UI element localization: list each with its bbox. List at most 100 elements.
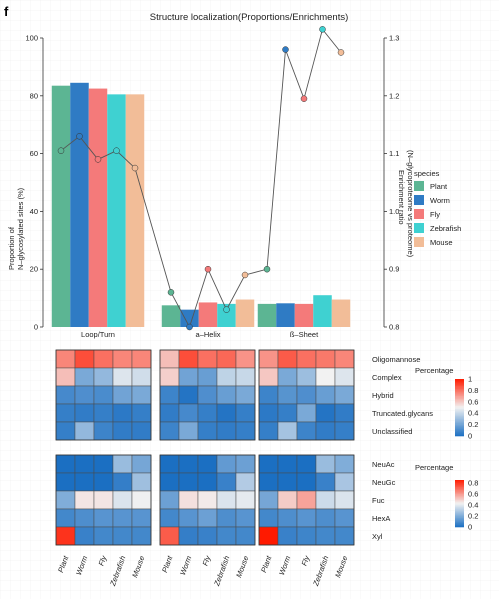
heat-cell-neugc-fly bbox=[197, 472, 218, 492]
right-axis-tick-label: 0.8 bbox=[389, 323, 399, 332]
legend-gradient-step bbox=[455, 396, 464, 398]
legend-gradient-step bbox=[455, 502, 464, 504]
legend-gradient-step bbox=[455, 524, 464, 527]
legend-gradient-step bbox=[455, 516, 464, 518]
heat-cell-hybrid-fly bbox=[197, 385, 218, 405]
heat-cell-hybrid-fly bbox=[296, 385, 317, 405]
legend-tick-label: 0.6 bbox=[468, 397, 478, 406]
legend-gradient-step bbox=[455, 387, 464, 390]
legend-gradient-step bbox=[455, 407, 464, 410]
heat-cell-hexa-fly bbox=[296, 508, 317, 528]
heat-cell-neuac-mouse bbox=[334, 454, 355, 474]
legend-gradient-step bbox=[455, 384, 464, 387]
bar-plant-0 bbox=[51, 85, 71, 327]
heat-cell-xyl-worm bbox=[277, 526, 298, 546]
heat-cell-xyl-worm bbox=[178, 526, 199, 546]
heat-cell-fuc-fly bbox=[296, 490, 317, 510]
x-category-label: Loop/Turn bbox=[81, 330, 115, 339]
heat-cell-xyl-fly bbox=[93, 526, 114, 546]
legend-gradient-step bbox=[455, 421, 464, 424]
legend-tick-label: 0.4 bbox=[468, 409, 478, 418]
legend-gradient-step bbox=[455, 386, 464, 388]
heat-cell-truncated.glycans-mouse bbox=[131, 403, 152, 423]
heat-row-label: HexA bbox=[372, 514, 390, 523]
legend-swatch-mouse bbox=[414, 237, 424, 247]
legend-gradient-step bbox=[455, 503, 464, 505]
heat-cell-unclassified-worm bbox=[178, 421, 199, 441]
heat-cell-unclassified-worm bbox=[74, 421, 95, 441]
legend-gradient-step bbox=[455, 424, 464, 427]
bar-fly-2 bbox=[294, 303, 314, 327]
legend-gradient-step bbox=[455, 408, 464, 411]
legend-gradient-step bbox=[455, 522, 464, 524]
heat-cell-neugc-mouse bbox=[131, 472, 152, 492]
legend-swatch-plant bbox=[414, 181, 424, 191]
heat-cell-complex-worm bbox=[277, 367, 298, 387]
heat-cell-truncated.glycans-plant bbox=[258, 403, 279, 423]
heat-cell-neugc-worm bbox=[178, 472, 199, 492]
heat-cell-hybrid-mouse bbox=[131, 385, 152, 405]
heat-cell-unclassified-zebrafish bbox=[216, 421, 237, 441]
heat-cell-hybrid-mouse bbox=[334, 385, 355, 405]
legend-gradient-step bbox=[455, 393, 464, 395]
heat-cell-oligomannose-zebrafish bbox=[216, 349, 237, 369]
right-axis-tick-label: 1.2 bbox=[389, 91, 399, 100]
legend-swatch-fly bbox=[414, 209, 424, 219]
heat-cell-hexa-mouse bbox=[131, 508, 152, 528]
bar-series bbox=[51, 82, 351, 327]
legend-gradient-step bbox=[455, 480, 464, 482]
heat-cell-oligomannose-mouse bbox=[131, 349, 152, 369]
left-axis-tick-label: 80 bbox=[30, 91, 38, 100]
heat-cell-oligomannose-fly bbox=[93, 349, 114, 369]
heat-cell-neugc-worm bbox=[277, 472, 298, 492]
bar-mouse-1 bbox=[235, 299, 255, 327]
heat-cell-unclassified-mouse bbox=[334, 421, 355, 441]
legend-gradient-step bbox=[455, 508, 464, 510]
heat-cell-fuc-mouse bbox=[235, 490, 256, 510]
heat-cell-complex-zebrafish bbox=[315, 367, 336, 387]
legend-gradient-step bbox=[455, 380, 464, 383]
heat-cell-unclassified-plant bbox=[55, 421, 76, 441]
legend-tick-label: 0.6 bbox=[468, 489, 478, 498]
heat-cell-complex-mouse bbox=[334, 367, 355, 387]
heat-cell-hexa-mouse bbox=[235, 508, 256, 528]
enrichment-point-mouse bbox=[131, 164, 139, 172]
enrichment-point-zebrafish bbox=[223, 306, 230, 313]
legend-gradient-step bbox=[455, 518, 464, 521]
heat-cell-truncated.glycans-fly bbox=[197, 403, 218, 423]
heat-cell-hexa-plant bbox=[55, 508, 76, 528]
legend-gradient-step bbox=[455, 483, 464, 485]
bar-worm-0 bbox=[70, 82, 89, 327]
heat-cell-complex-zebrafish bbox=[216, 367, 237, 387]
left-axis-tick-label: 60 bbox=[30, 149, 38, 158]
bar-fly-0 bbox=[88, 88, 108, 327]
heat-cell-fuc-zebrafish bbox=[112, 490, 133, 510]
heat-cell-oligomannose-zebrafish bbox=[315, 349, 336, 369]
right-axis-tick-label: 1.1 bbox=[389, 149, 399, 158]
legend-gradient-step bbox=[455, 401, 464, 404]
legend-gradient-step bbox=[455, 388, 464, 391]
heat-cell-neugc-worm bbox=[74, 472, 95, 492]
legend-tick-label: 0.2 bbox=[468, 420, 478, 429]
legend-gradient-step bbox=[455, 482, 464, 484]
legend-gradient-step bbox=[455, 423, 464, 425]
legend-gradient-step bbox=[455, 488, 464, 490]
heat-cell-oligomannose-worm bbox=[277, 349, 298, 369]
heat-cell-neugc-zebrafish bbox=[112, 472, 133, 492]
legend-gradient-step bbox=[455, 427, 464, 430]
legend-gradient-step bbox=[455, 398, 464, 401]
heat-cell-oligomannose-zebrafish bbox=[112, 349, 133, 369]
heat-cell-xyl-mouse bbox=[131, 526, 152, 546]
y-axis-label-line2: N–glycosylated sites (%) bbox=[16, 187, 25, 270]
heat-cell-fuc-plant bbox=[258, 490, 279, 510]
heat-cell-hexa-fly bbox=[93, 508, 114, 528]
heat-cell-neuac-zebrafish bbox=[112, 454, 133, 474]
heat-cell-fuc-worm bbox=[277, 490, 298, 510]
legend-title: species bbox=[414, 169, 440, 178]
legend-gradient-step bbox=[455, 514, 464, 516]
legend-tick-label: 0.8 bbox=[468, 478, 478, 487]
heat-cell-neuac-fly bbox=[93, 454, 114, 474]
legend-gradient-step bbox=[455, 495, 464, 497]
heat-cell-unclassified-zebrafish bbox=[315, 421, 336, 441]
heat-cell-truncated.glycans-mouse bbox=[334, 403, 355, 423]
